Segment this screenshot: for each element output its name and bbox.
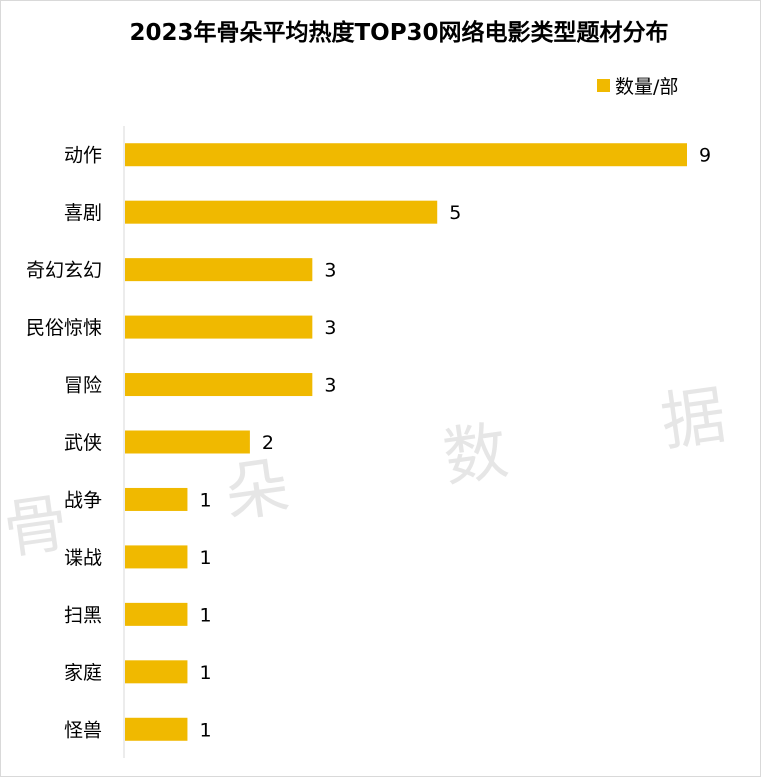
category-label-3: 民俗惊悚 <box>26 317 102 339</box>
bar-3 <box>125 315 313 339</box>
bar-4 <box>125 373 313 397</box>
value-label-7: 1 <box>199 547 211 569</box>
category-label-10: 怪兽 <box>64 719 102 741</box>
bar-5 <box>125 430 250 454</box>
bar-2 <box>125 258 313 282</box>
bar-8 <box>125 602 188 626</box>
legend-swatch <box>597 79 610 92</box>
value-label-6: 1 <box>199 489 211 511</box>
category-label-9: 家庭 <box>64 662 102 684</box>
bar-10 <box>125 717 188 741</box>
category-label-5: 武侠 <box>64 432 102 454</box>
bar-9 <box>125 660 188 684</box>
category-label-8: 扫黑 <box>64 604 102 626</box>
value-label-10: 1 <box>199 719 211 741</box>
value-label-9: 1 <box>199 662 211 684</box>
watermark-char-1: 骨 <box>1 486 73 568</box>
bar-1 <box>125 200 438 224</box>
category-label-4: 冒险 <box>64 375 102 397</box>
bar-6 <box>125 487 188 511</box>
watermark-char-2: 朵 <box>220 450 294 532</box>
bar-0 <box>125 143 687 167</box>
value-label-1: 5 <box>449 202 461 224</box>
value-label-5: 2 <box>262 432 274 454</box>
legend-label: 数量/部 <box>615 76 678 98</box>
category-label-6: 战争 <box>64 489 102 511</box>
chart-title: 2023年骨朵平均热度TOP30网络电影类型题材分布 <box>129 19 668 46</box>
watermark: 骨 朵 数 据 <box>1 379 730 569</box>
watermark-char-4: 据 <box>657 379 731 461</box>
value-label-2: 3 <box>324 260 336 282</box>
category-label-2: 奇幻玄幻 <box>26 260 102 282</box>
category-label-0: 动作 <box>64 145 102 167</box>
category-label-1: 喜剧 <box>64 202 102 224</box>
category-label-7: 谍战 <box>64 547 102 569</box>
value-label-8: 1 <box>199 604 211 626</box>
bars-group: 动作 9 喜剧 5 奇幻玄幻 3 民俗惊悚 3 冒险 3 武侠 2 战争 1 谍战 1 扫黑 1 家庭 1 怪兽 1 <box>26 143 711 741</box>
value-label-0: 9 <box>699 145 711 167</box>
value-label-3: 3 <box>324 317 336 339</box>
bar-7 <box>125 545 188 569</box>
watermark-char-3: 数 <box>439 414 513 496</box>
value-label-4: 3 <box>324 375 336 397</box>
